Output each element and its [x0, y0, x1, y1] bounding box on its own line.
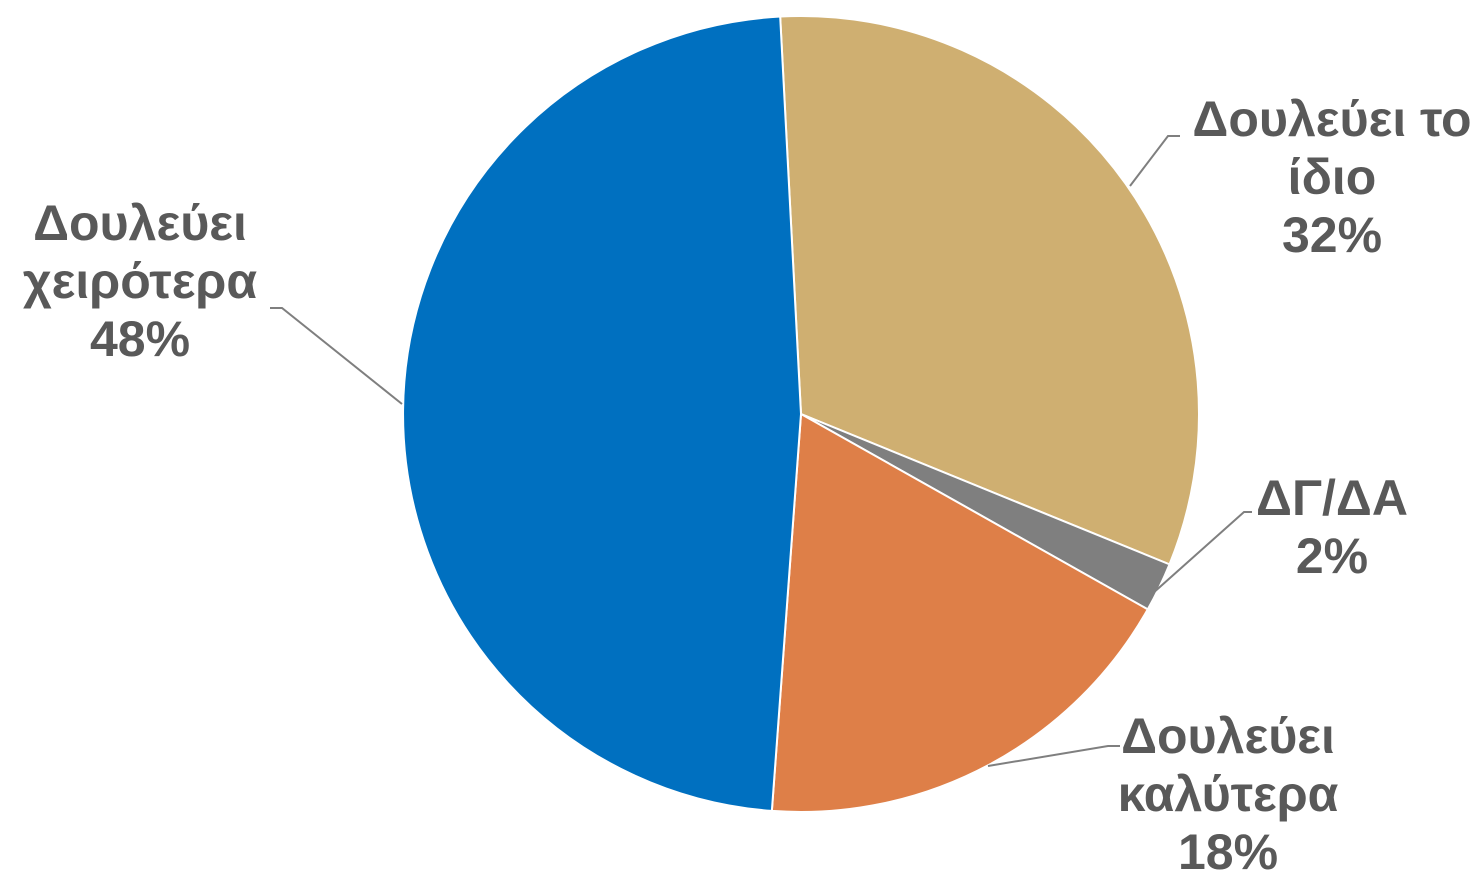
data-labels: Δουλεύει τοίδιο32%ΔΓ/ΔΑ2%Δουλεύεικαλύτερ… — [23, 91, 1472, 880]
data-label-name-3: χειρότερα — [23, 253, 257, 309]
data-label-name-0: ίδιο — [1288, 149, 1377, 205]
leader-lines — [270, 135, 1252, 767]
leader-line-0 — [1129, 135, 1180, 187]
data-label-name-3: Δουλεύει — [33, 195, 247, 251]
pie-slice-3 — [402, 15, 803, 813]
data-label-value-3: 48% — [90, 311, 190, 367]
data-label-name-2: Δουλεύει — [1121, 708, 1335, 764]
leader-line-2 — [987, 745, 1120, 767]
data-label-value-0: 32% — [1282, 207, 1382, 263]
leader-line-3 — [270, 307, 403, 405]
pie-slices — [402, 15, 1200, 813]
pie-slice-0 — [779, 15, 1200, 566]
leader-line-1 — [1151, 511, 1252, 595]
pie-slice-2 — [770, 412, 1150, 813]
data-label-value-2: 18% — [1178, 824, 1278, 880]
data-label-name-0: Δουλεύει το — [1192, 91, 1471, 147]
data-label-value-1: 2% — [1296, 528, 1368, 584]
data-label-name-2: καλύτερα — [1118, 766, 1339, 822]
data-label-name-1: ΔΓ/ΔΑ — [1256, 470, 1408, 526]
